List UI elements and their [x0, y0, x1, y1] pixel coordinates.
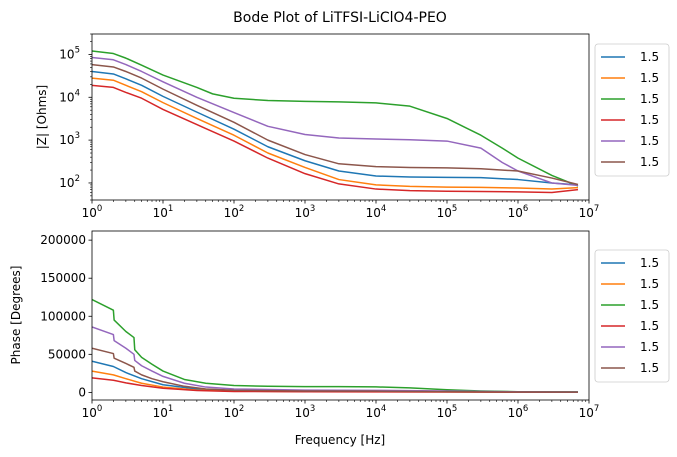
magnitude-series-line-5 [92, 56, 579, 187]
magnitude-plot-frame [91, 33, 590, 201]
magnitude-series-line-2 [92, 77, 579, 190]
phase-legend-label: 1.5 [640, 319, 659, 333]
magnitude-plot: 100 101 102 103 104 105 106 107 102 103 104 105 [59, 33, 600, 220]
phase-legend-label: 1.5 [640, 277, 659, 291]
magnitude-series-group [92, 50, 579, 194]
magnitude-y-tick-label: 105 [59, 45, 80, 61]
magnitude-legend-label: 1.5 [640, 134, 659, 148]
magnitude-y-tick-label: 104 [59, 88, 80, 104]
phase-x-tick-label: 105 [437, 404, 458, 420]
magnitude-series-line-3 [92, 50, 579, 187]
phase-legend-box [594, 249, 670, 383]
chart-title: Bode Plot of LiTFSI-LiClO4-PEO [233, 10, 447, 26]
phase-y-axis-label: Phase [Degrees] [9, 266, 23, 365]
phase-plot: 100 101 102 103 104 105 106 107 0 50000 100000 1500… [40, 233, 599, 420]
phase-x-tick-label: 100 [82, 404, 103, 420]
magnitude-y-tick-label: 102 [59, 174, 80, 190]
magnitude-legend-label: 1.5 [640, 92, 659, 106]
phase-legend-label: 1.5 [640, 256, 659, 270]
magnitude-series-line-1 [92, 70, 579, 186]
magnitude-series-line-6 [92, 63, 579, 186]
phase-legend-label: 1.5 [640, 361, 659, 375]
phase-y-tick-label: 50000 [48, 347, 86, 361]
phase-series-group [92, 298, 579, 393]
magnitude-legend-label: 1.5 [640, 50, 659, 64]
phase-legend: 1.5 1.5 1.5 1.5 1.5 1.5 [594, 249, 670, 383]
phase-y-tick-label: 0 [78, 385, 86, 399]
magnitude-x-tick-label: 104 [366, 204, 387, 220]
phase-x-tick-label: 107 [579, 404, 600, 420]
magnitude-x-tick-label: 103 [295, 204, 316, 220]
phase-series-line-5 [92, 326, 579, 393]
magnitude-x-tick-label: 100 [82, 204, 103, 220]
magnitude-legend-label: 1.5 [640, 113, 659, 127]
phase-plot-frame [91, 230, 590, 401]
phase-legend-label: 1.5 [640, 298, 659, 312]
phase-series-line-6 [92, 347, 579, 393]
phase-y-tick-label: 200000 [40, 233, 86, 247]
magnitude-legend: 1.5 1.5 1.5 1.5 1.5 1.5 [594, 43, 670, 177]
phase-x-tick-label: 104 [366, 404, 387, 420]
magnitude-x-tick-label: 102 [224, 204, 245, 220]
phase-legend-label: 1.5 [640, 340, 659, 354]
phase-x-tick-label: 101 [153, 404, 174, 420]
phase-y-tick-label: 100000 [40, 309, 86, 323]
phase-x-tick-label: 102 [224, 404, 245, 420]
phase-y-tick-label: 150000 [40, 271, 86, 285]
magnitude-x-tick-label: 105 [437, 204, 458, 220]
magnitude-x-tick-label: 107 [579, 204, 600, 220]
magnitude-series-line-4 [92, 84, 579, 194]
magnitude-y-axis-label: |Z| [Ohms] [35, 85, 49, 149]
phase-series-line-3 [92, 298, 579, 393]
phase-x-tick-label: 106 [508, 404, 529, 420]
magnitude-legend-label: 1.5 [640, 71, 659, 85]
magnitude-legend-box [594, 43, 670, 177]
magnitude-x-tick-label: 101 [153, 204, 174, 220]
phase-x-tick-label: 103 [295, 404, 316, 420]
magnitude-legend-label: 1.5 [640, 155, 659, 169]
frequency-x-axis-label: Frequency [Hz] [295, 433, 386, 447]
magnitude-y-tick-label: 103 [59, 131, 80, 147]
magnitude-x-tick-label: 106 [508, 204, 529, 220]
